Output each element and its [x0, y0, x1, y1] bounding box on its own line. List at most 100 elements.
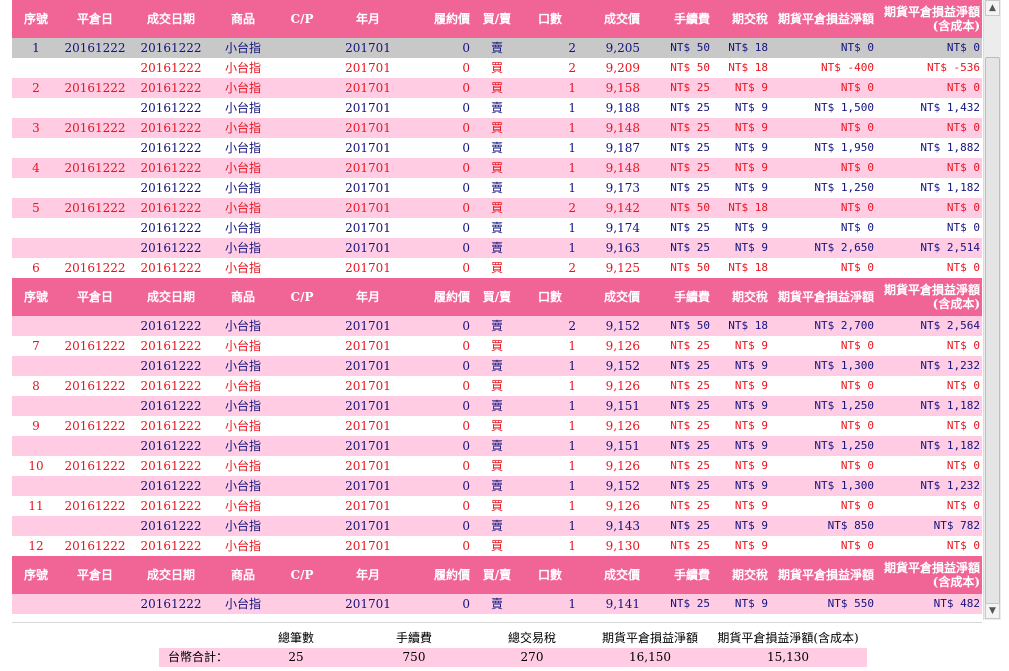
cell-price: 9,151 [578, 436, 642, 456]
cell-strike: 0 [406, 178, 472, 198]
table-row[interactable]: 2 20161222 20161222 小台指 201701 0 買 1 9,158 NT$ 25… [12, 78, 982, 98]
cell-tax: NT$ 9 [712, 496, 770, 516]
table-row[interactable]: 20161222 小台指 201701 0 賣 1 9,143 NT$ 25 NT$ 9 NT$ … [12, 516, 982, 536]
cell-trade-date: 20161222 [130, 594, 212, 614]
vertical-scrollbar[interactable]: ▲ ▼ [983, 0, 1001, 620]
cell-net: NT$ 0 [876, 376, 982, 396]
header-pnl: 期貨平倉損益淨額 [770, 0, 876, 38]
cell-strike: 0 [406, 316, 472, 336]
table-row[interactable]: 20161222 小台指 201701 0 賣 2 9,152 NT$ 50 NT$ 18 NT$… [12, 316, 982, 336]
cell-pnl: NT$ -400 [770, 58, 876, 78]
cell-strike: 0 [406, 536, 472, 556]
cell-side: 買 [472, 258, 522, 278]
table-row[interactable]: 5 20161222 20161222 小台指 201701 0 買 2 9,142 NT$ 50… [12, 198, 982, 218]
cell-side: 賣 [472, 316, 522, 336]
table-row[interactable]: 8 20161222 20161222 小台指 201701 0 買 1 9,126 NT$ 25… [12, 376, 982, 396]
cell-month: 201701 [330, 118, 406, 138]
table-row[interactable]: 11 20161222 20161222 小台指 201701 0 買 1 9,126 NT$ 2… [12, 496, 982, 516]
cell-side: 買 [472, 58, 522, 78]
table-row[interactable]: 1 20161222 20161222 小台指 201701 0 賣 2 9,205 NT$ 50… [12, 38, 982, 58]
table-row[interactable]: 20161222 小台指 201701 0 賣 1 9,174 NT$ 25 NT$ 9 NT$ … [12, 218, 982, 238]
header-strike: 履約價 [406, 0, 472, 38]
table-header-row: 序號 平倉日 成交日期 商品 C/P 年月 履約價 買/賣 口數 成交價 手續費 期交稅 期貨平倉損益淨… [12, 0, 982, 38]
header-net: 期貨平倉損益淨額 (含成本) [876, 278, 982, 316]
cell-net: NT$ 0 [876, 416, 982, 436]
cell-month: 201701 [330, 456, 406, 476]
table-row[interactable]: 3 20161222 20161222 小台指 201701 0 買 1 9,148 NT$ 25… [12, 118, 982, 138]
cell-tax: NT$ 9 [712, 118, 770, 138]
cell-close-date [60, 98, 130, 118]
table-row[interactable]: 20161222 小台指 201701 0 賣 1 9,163 NT$ 25 NT$ 9 NT$ … [12, 238, 982, 258]
cell-seq [12, 58, 60, 78]
cell-product: 小台指 [212, 158, 274, 178]
cell-cp [274, 98, 330, 118]
cell-trade-date: 20161222 [130, 258, 212, 278]
header-cp: C/P [274, 556, 330, 594]
cell-price: 9,126 [578, 416, 642, 436]
table-row[interactable]: 7 20161222 20161222 小台指 201701 0 買 1 9,126 NT$ 25… [12, 336, 982, 356]
cell-product: 小台指 [212, 178, 274, 198]
cell-seq: 8 [12, 376, 60, 396]
table-row[interactable]: 6 20161222 20161222 小台指 201701 0 買 2 9,125 NT$ 50… [12, 258, 982, 278]
cell-strike: 0 [406, 158, 472, 178]
cell-trade-date: 20161222 [130, 78, 212, 98]
cell-month: 201701 [330, 238, 406, 258]
header-net-line2: (含成本) [932, 575, 980, 589]
cell-net: NT$ 482 [876, 594, 982, 614]
table-row[interactable]: 9 20161222 20161222 小台指 201701 0 買 1 9,126 NT$ 25… [12, 416, 982, 436]
table-row[interactable]: 20161222 小台指 201701 0 賣 1 9,151 NT$ 25 NT$ 9 NT$ … [12, 436, 982, 456]
cell-fee: NT$ 25 [642, 456, 712, 476]
cell-seq: 3 [12, 118, 60, 138]
cell-product: 小台指 [212, 98, 274, 118]
cell-seq [12, 356, 60, 376]
cell-close-date [60, 476, 130, 496]
scroll-thumb[interactable] [985, 57, 1000, 617]
scroll-up-arrow-icon[interactable]: ▲ [985, 0, 1000, 16]
table-row[interactable]: 20161222 小台指 201701 0 賣 1 9,188 NT$ 25 NT$ 9 NT$ … [12, 98, 982, 118]
table-row[interactable]: 20161222 小台指 201701 0 賣 1 9,151 NT$ 25 NT$ 9 NT$ … [12, 396, 982, 416]
cell-tax: NT$ 18 [712, 316, 770, 336]
table-row[interactable]: 10 20161222 20161222 小台指 201701 0 買 1 9,126 NT$ 2… [12, 456, 982, 476]
cell-month: 201701 [330, 594, 406, 614]
cell-pnl: NT$ 0 [770, 118, 876, 138]
cell-side: 賣 [472, 594, 522, 614]
table-row[interactable]: 12 20161222 20161222 小台指 201701 0 買 1 9,130 NT$ 2… [12, 536, 982, 556]
cell-product: 小台指 [212, 594, 274, 614]
header-pnl: 期貨平倉損益淨額 [770, 556, 876, 594]
cell-trade-date: 20161222 [130, 416, 212, 436]
table-row[interactable]: 20161222 小台指 201701 0 賣 1 9,173 NT$ 25 NT$ 9 NT$ … [12, 178, 982, 198]
cell-pnl: NT$ 0 [770, 198, 876, 218]
table-row[interactable]: 20161222 小台指 201701 0 賣 1 9,187 NT$ 25 NT$ 9 NT$ … [12, 138, 982, 158]
cell-qty: 1 [522, 158, 578, 178]
table-row[interactable]: 20161222 小台指 201701 0 賣 1 9,141 NT$ 25 NT$ 9 NT$ … [12, 594, 982, 614]
cell-net: NT$ 0 [876, 336, 982, 356]
cell-cp [274, 516, 330, 536]
cell-tax: NT$ 9 [712, 536, 770, 556]
cell-strike: 0 [406, 118, 472, 138]
cell-net: NT$ 2,564 [876, 316, 982, 336]
cell-cp [274, 416, 330, 436]
cell-cp [274, 258, 330, 278]
cell-product: 小台指 [212, 496, 274, 516]
cell-close-date [60, 356, 130, 376]
cell-qty: 2 [522, 258, 578, 278]
table-row[interactable]: 4 20161222 20161222 小台指 201701 0 買 1 9,148 NT$ 25… [12, 158, 982, 178]
cell-pnl: NT$ 0 [770, 158, 876, 178]
scroll-down-arrow-icon[interactable]: ▼ [985, 603, 1000, 619]
table-row[interactable]: 20161222 小台指 201701 0 賣 1 9,152 NT$ 25 NT$ 9 NT$ … [12, 356, 982, 376]
cell-pnl: NT$ 0 [770, 78, 876, 98]
table-row[interactable]: 20161222 小台指 201701 0 賣 1 9,152 NT$ 25 NT$ 9 NT$ … [12, 476, 982, 496]
cell-close-date [60, 594, 130, 614]
header-tax: 期交稅 [712, 0, 770, 38]
cell-net: NT$ 0 [876, 118, 982, 138]
table-row[interactable]: 20161222 小台指 201701 0 買 2 9,209 NT$ 50 NT$ 18 NT$… [12, 58, 982, 78]
cell-seq [12, 316, 60, 336]
cell-side: 買 [472, 336, 522, 356]
cell-cp [274, 38, 330, 58]
cell-price: 9,125 [578, 258, 642, 278]
cell-qty: 1 [522, 238, 578, 258]
cell-cp [274, 78, 330, 98]
cell-tax: NT$ 9 [712, 138, 770, 158]
cell-close-date [60, 178, 130, 198]
cell-pnl: NT$ 2,700 [770, 316, 876, 336]
